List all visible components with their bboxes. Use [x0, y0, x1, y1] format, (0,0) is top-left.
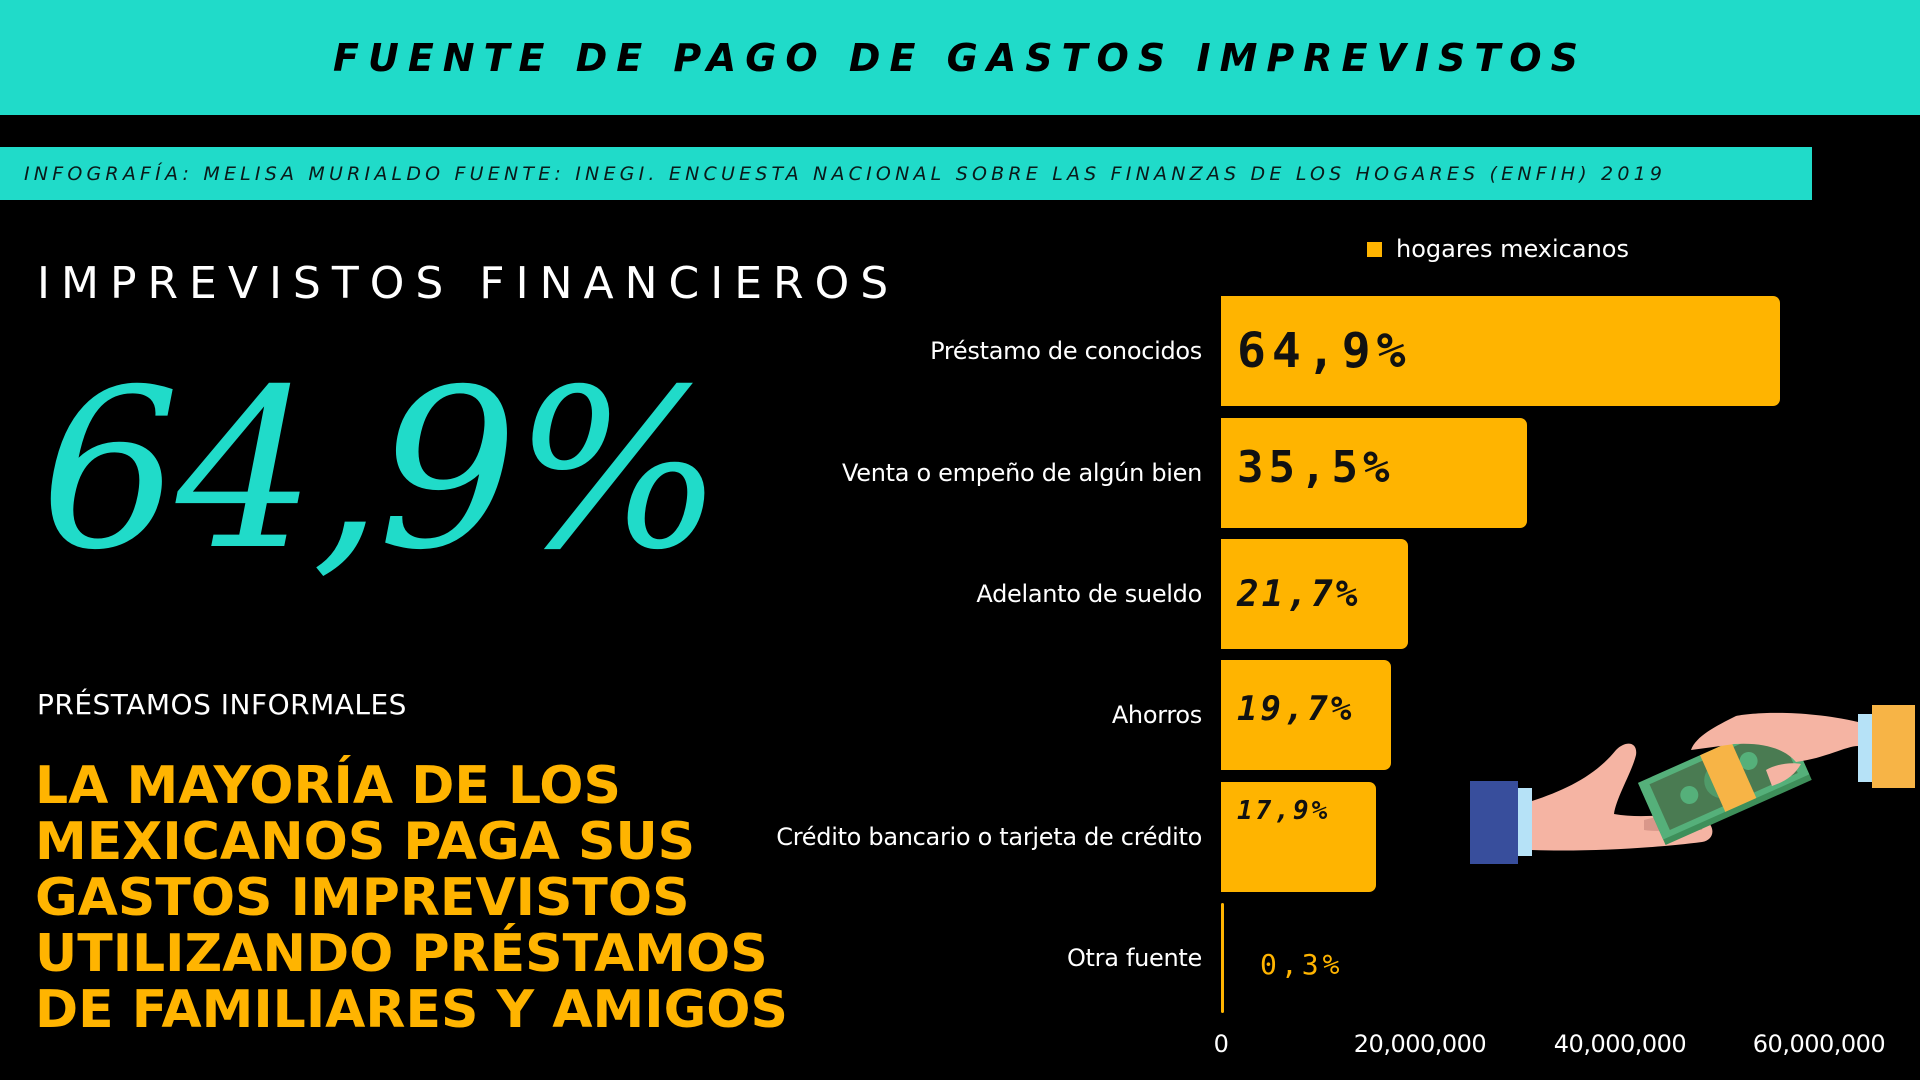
- x-tick-label: 60,000,000: [1752, 1030, 1886, 1058]
- chart-row: Otra fuente 0,3%: [0, 903, 1920, 1013]
- bar: [1221, 418, 1527, 528]
- x-tick-label: 0: [1213, 1030, 1229, 1058]
- bar-value-label: 35,5%: [1237, 441, 1395, 493]
- chart-row: Préstamo de conocidos 64,9%: [0, 296, 1920, 406]
- category-label: Venta o empeño de algún bien: [841, 459, 1202, 487]
- bar: [1221, 782, 1376, 892]
- category-label: Préstamo de conocidos: [930, 337, 1202, 365]
- bar: [1221, 903, 1224, 1013]
- headline-line: MEXICANOS PAGA SUS: [35, 812, 696, 872]
- x-tick-label: 40,000,000: [1553, 1030, 1687, 1058]
- bar-value-label: 21,7%: [1237, 573, 1361, 615]
- bar-value-label: 64,9%: [1237, 323, 1412, 379]
- credits-banner: INFOGRAFÍA: MELISA MURIALDO FUENTE: INEG…: [0, 147, 1812, 200]
- headline: LA MAYORÍA DE LOS MEXICANOS PAGA SUS GAS…: [35, 758, 835, 1038]
- bar: [1221, 660, 1391, 770]
- headline-line: LA MAYORÍA DE LOS: [35, 756, 621, 816]
- bar-value-label: 17,9%: [1237, 796, 1331, 826]
- page-title: FUENTE DE PAGO DE GASTOS IMPREVISTOS: [333, 35, 1587, 80]
- chart-row: Adelanto de sueldo 21,7%: [0, 539, 1920, 649]
- bar: [1221, 296, 1780, 406]
- credits-text: INFOGRAFÍA: MELISA MURIALDO FUENTE: INEG…: [24, 162, 1667, 185]
- bar-value-label: 0,3%: [1260, 947, 1344, 981]
- legend-label: hogares mexicanos: [1396, 235, 1629, 263]
- bar-value-label: 19,7%: [1237, 689, 1355, 729]
- chart-row: Crédito bancario o tarjeta de crédito 17…: [0, 782, 1920, 892]
- chart-row: Ahorros 19,7%: [0, 660, 1920, 770]
- title-banner: FUENTE DE PAGO DE GASTOS IMPREVISTOS: [0, 0, 1920, 115]
- chart-row: Venta o empeño de algún bien 35,5%: [0, 418, 1920, 528]
- kicker-text: PRÉSTAMOS INFORMALES: [37, 688, 407, 721]
- highlight-stat: 64,9%: [40, 342, 723, 598]
- headline-line: DE FAMILIARES Y AMIGOS: [35, 980, 788, 1040]
- category-label: Otra fuente: [1066, 944, 1202, 972]
- category-label: Adelanto de sueldo: [976, 580, 1202, 608]
- x-tick-label: 20,000,000: [1353, 1030, 1487, 1058]
- hands-exchanging-money-icon: [1466, 680, 1920, 880]
- category-label: Ahorros: [1111, 701, 1202, 729]
- section-title: IMPREVISTOS FINANCIEROS: [37, 258, 900, 309]
- bar: [1221, 539, 1408, 649]
- legend-swatch-icon: [1367, 241, 1382, 257]
- category-label: Crédito bancario o tarjeta de crédito: [776, 823, 1202, 851]
- headline-line: UTILIZANDO PRÉSTAMOS: [35, 924, 768, 984]
- headline-line: GASTOS IMPREVISTOS: [35, 868, 690, 928]
- chart-legend: hogares mexicanos: [1367, 235, 1629, 263]
